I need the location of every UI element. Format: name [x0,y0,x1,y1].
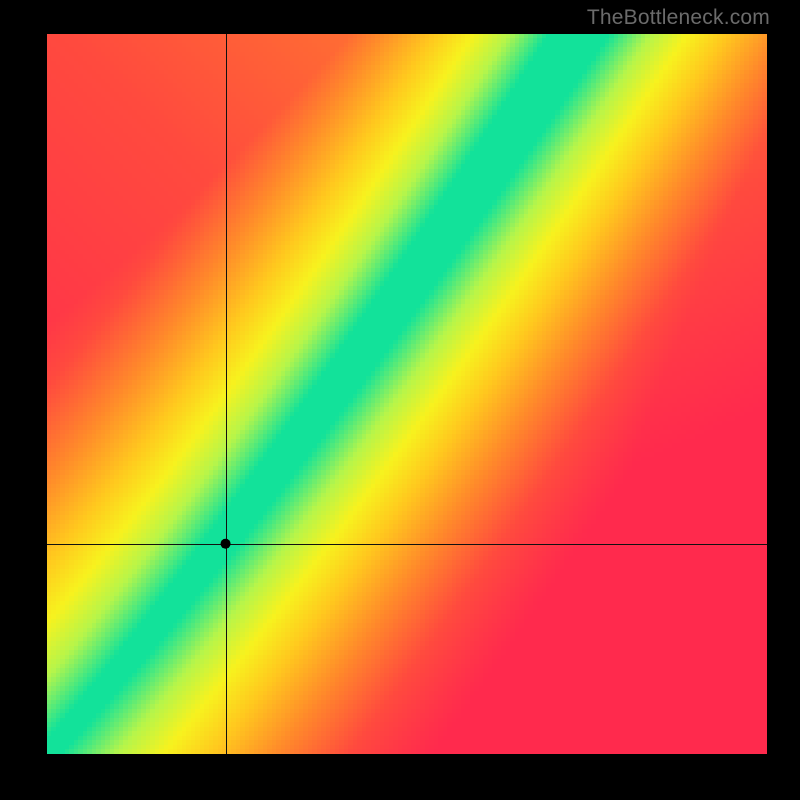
figure-container: TheBottleneck.com [0,0,800,800]
bottleneck-heatmap [47,34,767,754]
plot-area [47,34,767,754]
watermark-text: TheBottleneck.com [587,6,770,30]
